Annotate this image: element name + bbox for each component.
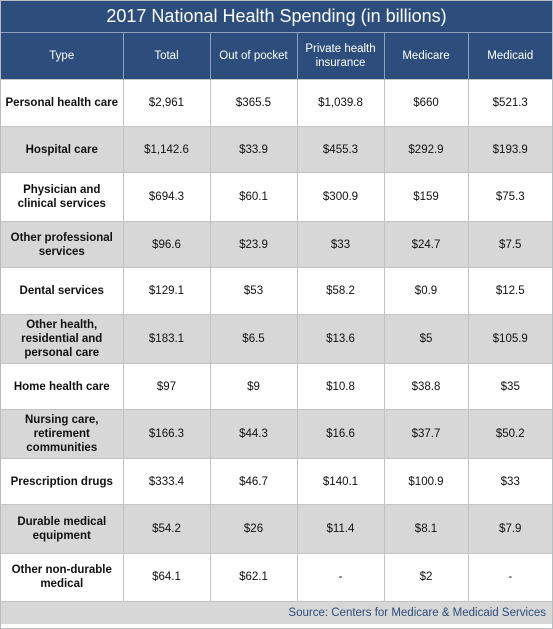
value-cell: - xyxy=(296,553,384,601)
table-row: Personal health care $2,961 $365.5 $1,039.8… xyxy=(1,79,552,127)
value-cell: $140.1 xyxy=(296,458,384,505)
row-type-cell: Other non-durable medical xyxy=(1,553,123,601)
row-type-cell: Durable medical equipment xyxy=(1,504,123,554)
value-cell: $24.7 xyxy=(383,221,468,268)
source-note: Source: Centers for Medicare & Medicaid … xyxy=(1,600,552,624)
value-cell: $97 xyxy=(122,363,210,410)
value-cell: $105.9 xyxy=(467,314,552,364)
value-cell: $365.5 xyxy=(209,79,297,127)
value-cell: $60.1 xyxy=(209,172,297,222)
value-cell: $9 xyxy=(209,363,297,410)
value-cell: $12.5 xyxy=(467,267,552,315)
table-row: Other non-durable medical $64.1 $62.1- $2- xyxy=(1,553,552,601)
value-cell: $23.9 xyxy=(209,221,297,268)
table-row: Durable medical equipment $54.2 $26 $11.4 $8… xyxy=(1,504,552,554)
value-cell: $300.9 xyxy=(296,172,384,222)
value-cell: $58.2 xyxy=(296,267,384,315)
value-cell: $33.9 xyxy=(209,126,297,173)
header-out-of-pocket: Out of pocket xyxy=(209,32,297,80)
value-cell: $10.8 xyxy=(296,363,384,410)
row-type-cell: Prescription drugs xyxy=(1,458,123,505)
value-cell: $26 xyxy=(209,504,297,554)
value-cell: $33 xyxy=(467,458,552,505)
table-row: Nursing care, retirement communities $166… xyxy=(1,409,552,459)
value-cell: $694.3 xyxy=(122,172,210,222)
value-cell: $159 xyxy=(383,172,468,222)
value-cell: $35 xyxy=(467,363,552,410)
table-row: Other professional services $96.6 $23.9 $33… xyxy=(1,221,552,268)
table-row: Other health, residential and personal c… xyxy=(1,314,552,364)
header-medicare: Medicare xyxy=(383,32,468,80)
row-type-cell: Other professional services xyxy=(1,221,123,268)
header-type: Type xyxy=(1,32,123,80)
value-cell: $96.6 xyxy=(122,221,210,268)
value-cell: $54.2 xyxy=(122,504,210,554)
table-title: 2017 National Health Spending (in billio… xyxy=(1,1,552,32)
value-cell: $660 xyxy=(383,79,468,127)
value-cell: $455.3 xyxy=(296,126,384,173)
row-type-cell: Hospital care xyxy=(1,126,123,173)
table-row: Dental services $129.1 $53 $58.2 $0.9 $12.5 xyxy=(1,267,552,315)
value-cell: $64.1 xyxy=(122,553,210,601)
row-type-cell: Dental services xyxy=(1,267,123,315)
header-total: Total xyxy=(122,32,210,80)
value-cell: $5 xyxy=(383,314,468,364)
header-private-insurance: Private health insurance xyxy=(296,32,384,80)
value-cell: $166.3 xyxy=(122,409,210,459)
value-cell: $2,961 xyxy=(122,79,210,127)
table-row: Prescription drugs $333.4 $46.7 $140.1 $100.… xyxy=(1,458,552,505)
table-row: Hospital care $1,142.6 $33.9 $455.3 $292.9 $1… xyxy=(1,126,552,173)
value-cell: $6.5 xyxy=(209,314,297,364)
value-cell: $62.1 xyxy=(209,553,297,601)
value-cell: $1,142.6 xyxy=(122,126,210,173)
header-row: Type Total Out of pocket Private health … xyxy=(1,32,552,80)
value-cell: $292.9 xyxy=(383,126,468,173)
value-cell: $16.6 xyxy=(296,409,384,459)
header-medicaid: Medicaid xyxy=(467,32,552,80)
table-body: Personal health care $2,961 $365.5 $1,039.8… xyxy=(1,79,552,601)
value-cell: $75.3 xyxy=(467,172,552,222)
value-cell: $129.1 xyxy=(122,267,210,315)
value-cell: $53 xyxy=(209,267,297,315)
value-cell: $38.8 xyxy=(383,363,468,410)
row-type-cell: Physician and clinical services xyxy=(1,172,123,222)
value-cell: $33 xyxy=(296,221,384,268)
row-type-cell: Other health, residential and personal c… xyxy=(1,314,123,364)
row-type-cell: Personal health care xyxy=(1,79,123,127)
value-cell: $521.3 xyxy=(467,79,552,127)
value-cell: $333.4 xyxy=(122,458,210,505)
value-cell: $50.2 xyxy=(467,409,552,459)
value-cell: $11.4 xyxy=(296,504,384,554)
value-cell: $46.7 xyxy=(209,458,297,505)
value-cell: $100.9 xyxy=(383,458,468,505)
value-cell: $2 xyxy=(383,553,468,601)
value-cell: $183.1 xyxy=(122,314,210,364)
spending-table: Type Total Out of pocket Private health … xyxy=(1,32,552,601)
value-cell: $0.9 xyxy=(383,267,468,315)
table-row: Physician and clinical services $694.3 $60… xyxy=(1,172,552,222)
value-cell: $1,039.8 xyxy=(296,79,384,127)
row-type-cell: Nursing care, retirement communities xyxy=(1,409,123,459)
value-cell: - xyxy=(467,553,552,601)
row-type-cell: Home health care xyxy=(1,363,123,410)
value-cell: $8.1 xyxy=(383,504,468,554)
value-cell: $13.6 xyxy=(296,314,384,364)
value-cell: $7.9 xyxy=(467,504,552,554)
value-cell: $7.5 xyxy=(467,221,552,268)
value-cell: $37.7 xyxy=(383,409,468,459)
value-cell: $193.9 xyxy=(467,126,552,173)
table-row: Home health care $97 $9 $10.8 $38.8 $35 xyxy=(1,363,552,410)
value-cell: $44.3 xyxy=(209,409,297,459)
